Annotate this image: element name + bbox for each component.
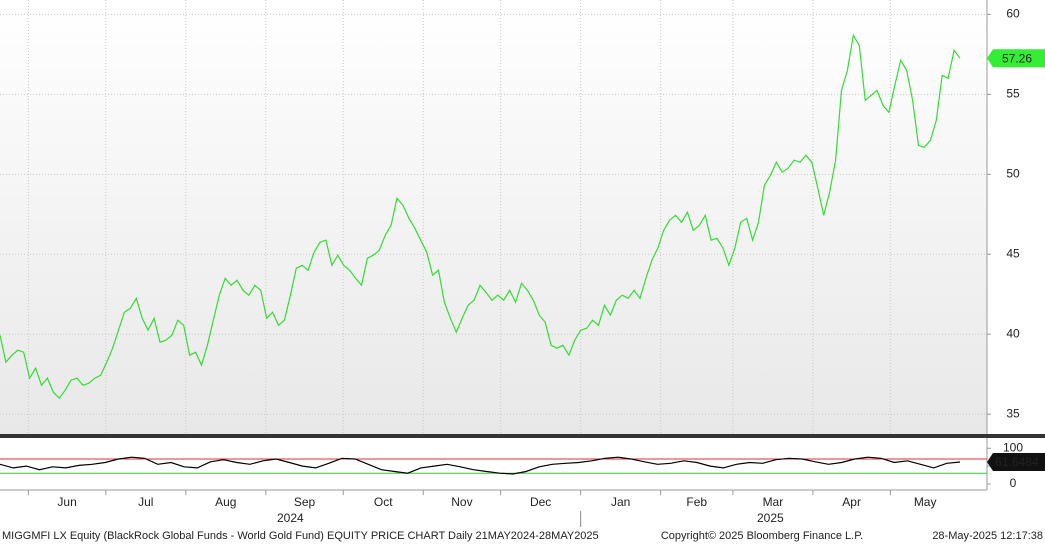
- footer-center: Copyright© 2025 Bloomberg Finance L.P.: [661, 530, 863, 542]
- price-line: [0, 33, 961, 400]
- y-tick-label: 50: [1006, 166, 1020, 180]
- year-label: 2024: [277, 511, 304, 525]
- x-tick-label: Jan: [611, 495, 630, 509]
- x-tick-label: Jul: [138, 495, 153, 509]
- y-tick-label: 45: [1006, 246, 1020, 260]
- x-tick-label: Jun: [57, 495, 76, 509]
- footer-left: MIGGMFI LX Equity (BlackRock Global Fund…: [2, 530, 599, 542]
- rsi-panel: [0, 439, 987, 490]
- y-tick-label: 55: [1006, 87, 1020, 101]
- last-value-tag: [987, 49, 1045, 68]
- year-label: 2025: [757, 511, 784, 525]
- last-value-label: 61.6484: [995, 455, 1039, 469]
- x-tick-label: Sep: [294, 495, 316, 509]
- x-tick-label: Oct: [374, 495, 393, 509]
- x-tick-label: Dec: [530, 495, 551, 509]
- price-line: [0, 456, 961, 475]
- y-tick-label: 100: [1003, 440, 1023, 454]
- x-tick-label: May: [914, 495, 937, 509]
- x-tick-label: Mar: [763, 495, 784, 509]
- price-panel: [0, 0, 987, 435]
- y-tick-label: 60: [1006, 7, 1020, 21]
- y-tick-label: 40: [1006, 326, 1020, 340]
- x-tick-label: Apr: [842, 495, 861, 509]
- y-tick-label: 35: [1006, 406, 1020, 420]
- x-tick-label: Feb: [686, 495, 707, 509]
- x-tick-label: Aug: [215, 495, 236, 509]
- y-tick-label: 0: [1010, 476, 1017, 490]
- x-tick-label: Nov: [451, 495, 472, 509]
- last-value-label: 57.26: [1002, 51, 1032, 65]
- last-value-tag: [987, 452, 1045, 471]
- footer-right: 28-May-2025 12:17:38: [932, 530, 1043, 542]
- separator: [0, 434, 1045, 438]
